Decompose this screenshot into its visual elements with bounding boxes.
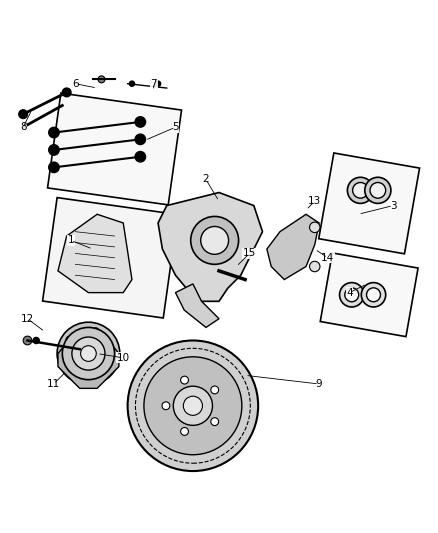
Circle shape (66, 336, 73, 343)
Circle shape (129, 81, 134, 86)
Polygon shape (58, 332, 119, 389)
Circle shape (69, 334, 108, 373)
Text: 14: 14 (321, 253, 335, 263)
Circle shape (180, 427, 188, 435)
Circle shape (49, 162, 59, 173)
Text: 10: 10 (117, 353, 130, 363)
Text: 11: 11 (47, 379, 60, 389)
Circle shape (345, 288, 359, 302)
Circle shape (81, 346, 96, 361)
Circle shape (79, 344, 98, 363)
Circle shape (98, 76, 105, 83)
Polygon shape (267, 214, 319, 279)
Text: 15: 15 (243, 248, 256, 259)
Circle shape (66, 364, 73, 371)
Circle shape (191, 216, 239, 264)
Circle shape (57, 322, 120, 385)
Circle shape (211, 418, 219, 425)
Text: 2: 2 (203, 174, 209, 184)
Polygon shape (176, 284, 219, 327)
Circle shape (144, 357, 242, 455)
Circle shape (72, 337, 105, 370)
Text: 13: 13 (308, 196, 321, 206)
Text: 12: 12 (21, 314, 34, 324)
Circle shape (347, 177, 374, 204)
Polygon shape (320, 253, 418, 337)
Circle shape (365, 177, 391, 204)
Circle shape (62, 327, 115, 379)
Circle shape (19, 110, 28, 118)
Circle shape (49, 127, 59, 138)
Circle shape (367, 288, 381, 302)
Circle shape (49, 145, 59, 155)
Circle shape (310, 222, 320, 232)
Circle shape (92, 373, 99, 379)
Circle shape (339, 282, 364, 307)
Circle shape (92, 328, 99, 335)
Text: 3: 3 (390, 200, 396, 211)
Circle shape (109, 350, 116, 357)
Circle shape (180, 376, 188, 384)
Circle shape (361, 282, 386, 307)
Circle shape (33, 337, 39, 344)
Polygon shape (48, 93, 181, 205)
Circle shape (310, 261, 320, 272)
Circle shape (173, 386, 212, 425)
Circle shape (135, 151, 145, 162)
Text: 7: 7 (150, 79, 157, 88)
Circle shape (135, 117, 145, 127)
Polygon shape (58, 214, 132, 293)
Text: 9: 9 (316, 379, 322, 389)
Circle shape (211, 386, 219, 394)
Circle shape (184, 396, 202, 415)
Polygon shape (319, 153, 420, 254)
Circle shape (62, 88, 71, 97)
Text: 1: 1 (68, 236, 74, 245)
Circle shape (127, 341, 258, 471)
Circle shape (370, 182, 386, 198)
Circle shape (353, 182, 368, 198)
Text: 6: 6 (72, 79, 79, 88)
Circle shape (201, 227, 229, 254)
Polygon shape (42, 198, 178, 318)
Text: 5: 5 (172, 122, 179, 132)
Text: 4: 4 (346, 288, 353, 297)
Polygon shape (158, 192, 262, 301)
Circle shape (155, 81, 161, 86)
Text: 8: 8 (20, 122, 26, 132)
Circle shape (135, 134, 145, 144)
Circle shape (162, 402, 170, 410)
Circle shape (23, 336, 32, 345)
